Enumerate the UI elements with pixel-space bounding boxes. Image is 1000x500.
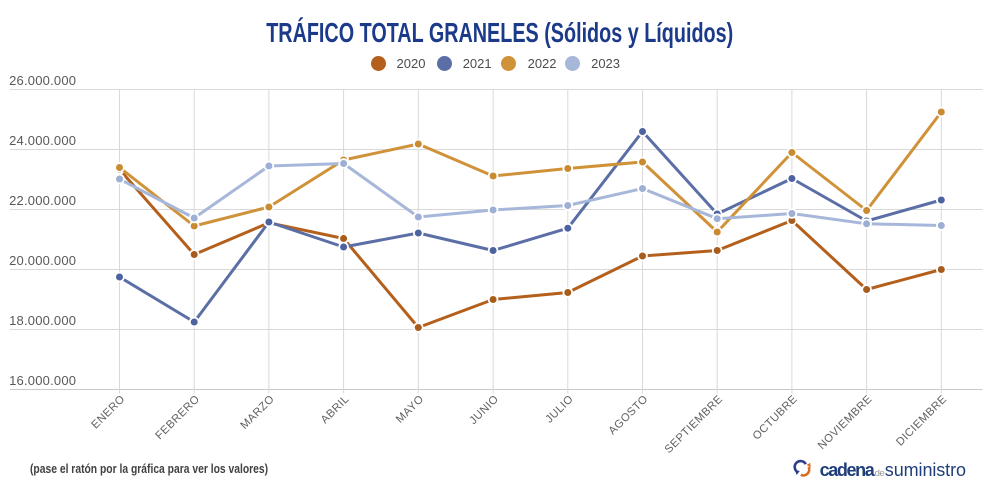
svg-text:18.000.000: 18.000.000 bbox=[9, 313, 76, 328]
svg-text:MARZO: MARZO bbox=[238, 393, 277, 432]
svg-text:20.000.000: 20.000.000 bbox=[9, 253, 76, 268]
svg-text:FEBRERO: FEBRERO bbox=[153, 393, 202, 442]
svg-text:AGOSTO: AGOSTO bbox=[607, 393, 651, 437]
svg-text:NOVIEMBRE: NOVIEMBRE bbox=[816, 393, 875, 452]
svg-text:suministro: suministro bbox=[885, 460, 966, 480]
svg-text:JULIO: JULIO bbox=[543, 393, 576, 426]
svg-text:24.000.000: 24.000.000 bbox=[9, 133, 76, 148]
svg-text:DICIEMBRE: DICIEMBRE bbox=[894, 393, 949, 448]
svg-text:SEPTIEMBRE: SEPTIEMBRE bbox=[663, 393, 726, 456]
svg-text:26.000.000: 26.000.000 bbox=[9, 73, 76, 88]
svg-text:OCTUBRE: OCTUBRE bbox=[751, 393, 800, 442]
svg-text:cadena: cadena bbox=[820, 460, 876, 480]
svg-text:ABRIL: ABRIL bbox=[319, 393, 352, 426]
svg-text:ENERO: ENERO bbox=[89, 393, 127, 431]
svg-text:JUNIO: JUNIO bbox=[467, 393, 501, 427]
svg-text:16.000.000: 16.000.000 bbox=[9, 373, 76, 388]
svg-text:22.000.000: 22.000.000 bbox=[9, 193, 76, 208]
svg-text:de: de bbox=[875, 468, 885, 479]
svg-text:MAYO: MAYO bbox=[394, 393, 426, 425]
